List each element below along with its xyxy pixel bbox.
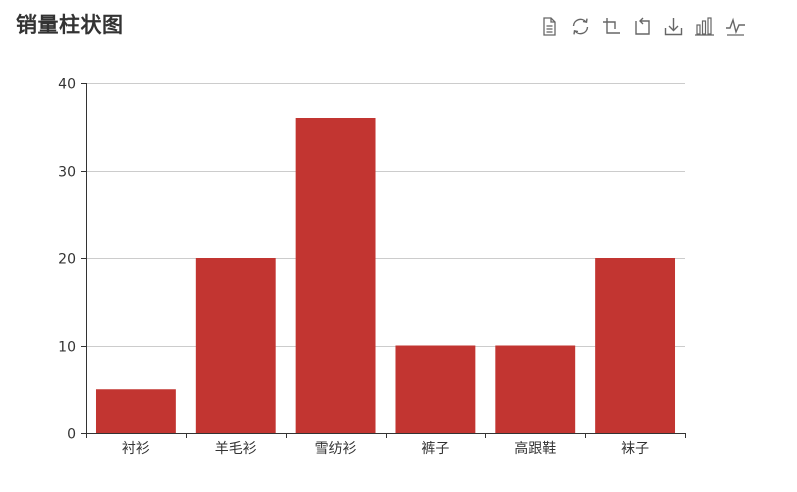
bar-雪纺衫 <box>295 118 376 433</box>
x-tick-label: 高跟鞋 <box>514 440 556 457</box>
zoom-select-icon[interactable] <box>600 15 623 38</box>
y-tick-label: 30 <box>58 165 76 181</box>
chart-title: 销量柱状图 <box>16 13 124 37</box>
line-chart-icon[interactable] <box>724 15 747 38</box>
x-tick-label: 衬衫 <box>122 441 150 457</box>
y-tick-label: 40 <box>58 77 76 93</box>
bar-chart-icon[interactable] <box>693 15 716 38</box>
bar-裤子 <box>395 345 476 433</box>
x-tick-label: 袜子 <box>621 441 649 457</box>
zoom-back-icon[interactable] <box>631 15 654 38</box>
document-icon[interactable] <box>538 15 561 38</box>
y-tick-label: 0 <box>67 427 76 443</box>
bar-衬衫 <box>95 389 176 433</box>
refresh-icon[interactable] <box>569 15 592 38</box>
x-tick-label: 雪纺衫 <box>315 441 357 457</box>
y-tick-label: 20 <box>58 252 76 268</box>
x-tick-label: 羊毛衫 <box>215 441 257 457</box>
bar-高跟鞋 <box>495 345 576 433</box>
bar-袜子 <box>595 258 676 433</box>
y-tick-label: 10 <box>58 340 76 356</box>
download-icon[interactable] <box>662 15 685 38</box>
x-tick-label: 裤子 <box>421 441 449 457</box>
toolbox <box>538 14 747 38</box>
bar-羊毛衫 <box>195 258 276 433</box>
